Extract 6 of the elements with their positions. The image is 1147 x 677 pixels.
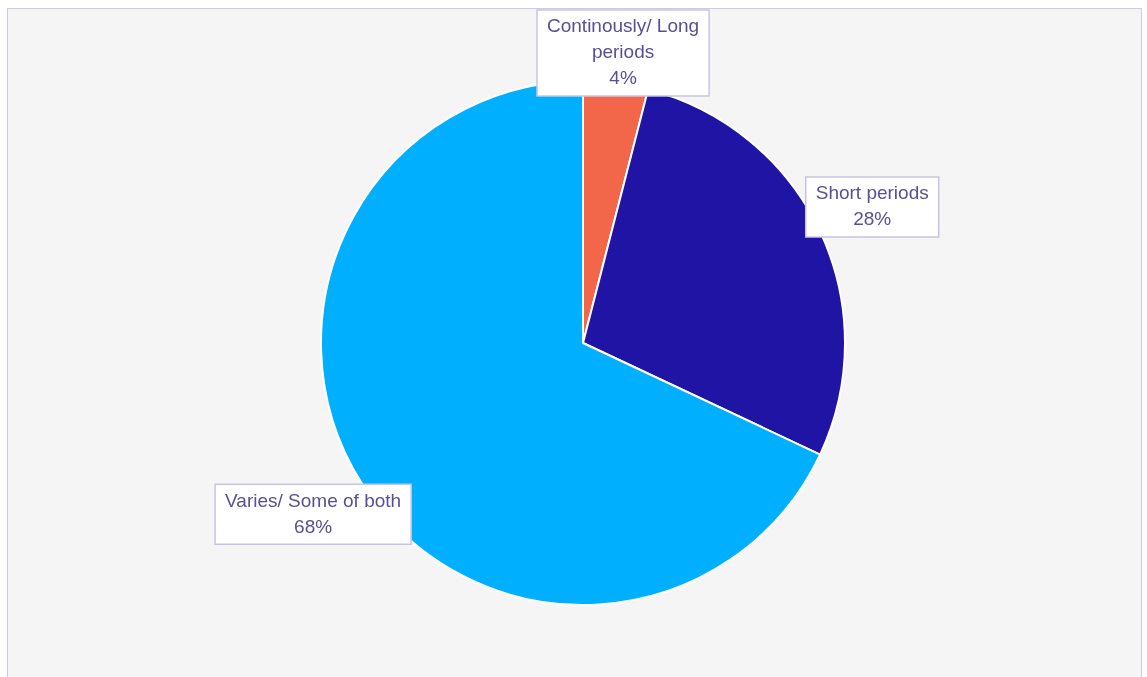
data-label: 68%	[294, 515, 333, 537]
slice-label: Short periods	[815, 182, 929, 204]
data-label: 4%	[609, 67, 637, 89]
slice-label: Varies/ Some of both	[225, 489, 402, 511]
slice-label: Continously/ Long periods	[547, 15, 700, 63]
data-label: 28%	[853, 208, 892, 230]
